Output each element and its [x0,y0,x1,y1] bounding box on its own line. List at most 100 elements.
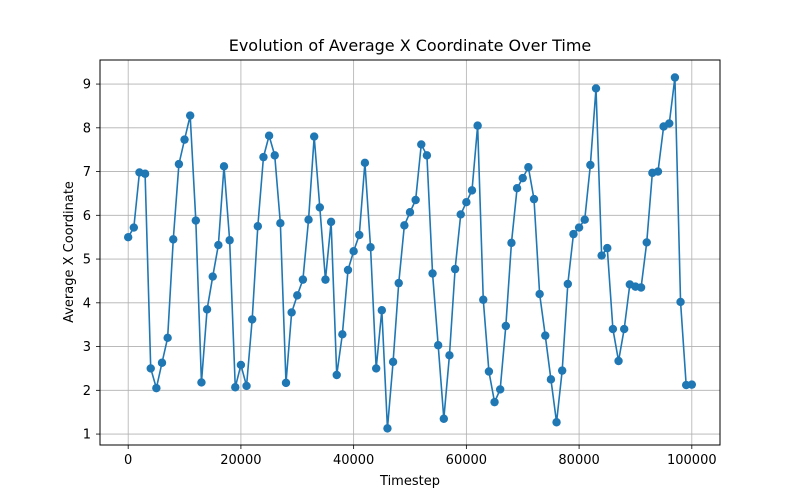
data-point [247,315,257,324]
data-point [185,111,195,120]
data-point [507,238,516,248]
data-point [400,221,409,230]
data-point [665,119,674,128]
data-point [146,364,155,373]
data-point [614,356,623,366]
data-point [140,169,150,178]
data-point [259,152,268,162]
series-line [127,76,692,430]
data-point [462,197,471,207]
data-point [332,370,341,380]
data-point [597,251,606,260]
data-point [484,367,494,376]
data-point [563,279,573,289]
data-point [208,272,217,281]
data-point [417,140,426,149]
data-point [411,195,420,205]
data-point [264,131,274,140]
data-point [495,385,505,394]
data-point [524,162,533,172]
data-point [591,84,601,93]
data-point [377,306,387,315]
data-point [479,295,488,304]
x-axis-label: Timestep [379,474,440,489]
data-point [608,324,618,334]
data-point [670,73,680,82]
data-point [512,183,522,193]
data-point [321,275,330,284]
data-point [586,160,595,170]
x-tick-label: 80000 [558,453,599,468]
data-point [152,383,161,393]
data-point [450,264,460,274]
grid [100,60,720,445]
data-point [355,230,364,240]
x-tick-label: 40000 [333,453,374,468]
data-point [253,222,263,231]
data-point [360,158,370,168]
data-point [123,232,133,242]
x-axis: 0 20000 40000 60000 80000 100000 [124,445,717,468]
data-point [518,173,527,183]
y-tick-label: 3 [83,340,91,355]
data-point [569,229,578,239]
data-point [642,238,651,247]
data-point [676,297,685,307]
data-point [619,324,629,334]
data-point [304,215,313,224]
y-axis: 1 2 3 4 5 6 7 8 9 [83,78,100,443]
data-point [298,275,308,284]
data-point [636,283,646,292]
data-point [574,223,584,232]
data-point [129,223,139,232]
data-point [309,132,319,141]
data-point [202,305,212,314]
data-point [603,243,612,253]
y-tick-label: 8 [83,121,91,136]
data-point [225,236,234,245]
data-point [231,383,240,392]
data-point [180,135,189,144]
data-point [197,378,206,387]
data-point [580,215,589,224]
data-point [276,218,285,228]
y-tick-label: 4 [83,296,91,311]
data-point [552,418,561,427]
data-point [428,269,437,278]
data-point [653,167,663,176]
data-point [490,397,499,407]
x-tick-label: 20000 [220,453,261,468]
data-point [557,366,567,375]
data-point [287,308,296,317]
y-tick-label: 5 [83,253,91,268]
data-point [191,216,201,225]
data-point [405,208,415,217]
data-point [439,414,449,423]
data-point [529,194,539,204]
x-tick-label: 0 [124,453,132,468]
y-axis-label: Average X Coordinate [62,181,77,323]
axes-frame [99,59,721,446]
data-point [338,330,347,339]
data-point [535,289,544,299]
data-point [281,378,291,388]
data-point [270,151,279,160]
data-point [501,321,511,331]
data-point [214,240,223,250]
data-point [236,360,246,370]
data-point [219,162,229,171]
data-point [157,358,167,367]
data-point [371,364,381,373]
data-point [366,243,375,252]
data-point [388,357,398,367]
data-point [315,203,325,212]
data-point [433,341,443,350]
data-point [445,351,454,360]
data-point [456,210,465,219]
series-average-x [123,73,697,433]
data-point [293,291,302,300]
data-point [546,375,556,384]
x-tick-label: 100000 [667,453,717,468]
data-point [343,265,353,275]
